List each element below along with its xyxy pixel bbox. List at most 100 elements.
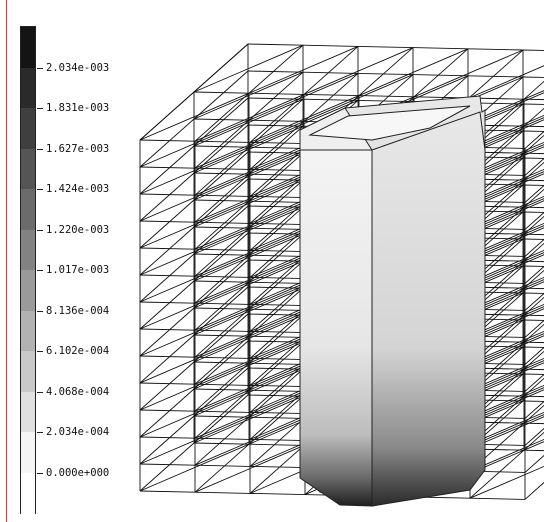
frame-brace [193,71,304,120]
frame-beam [194,146,250,196]
frame-beam [139,388,195,438]
frame-beam [139,193,196,196]
legend-swatch [21,148,35,190]
legend-tick [37,270,43,271]
frame-beam [522,157,544,159]
frame-brace [469,222,544,256]
frame-beam [523,377,544,397]
frame-brace [139,416,250,465]
frame-beam [193,205,249,255]
frame-brace [193,98,304,147]
frame-brace [139,389,250,438]
frame-beam [303,93,360,97]
legend-label: 1.220e-003 [46,223,110,236]
frame-brace [303,74,414,122]
frame-beam [524,373,544,392]
frame-brace [523,441,544,451]
frame-beam [249,445,305,494]
frame-beam [139,145,195,195]
frame-beam [523,323,544,343]
legend-swatch [21,351,35,392]
core-left-face [299,149,373,507]
frame-beam [139,220,196,223]
frame-beam [524,481,544,500]
frame-beam [524,400,544,419]
frame-beam [522,346,544,348]
frame-beam [248,362,305,365]
frame-beam [248,125,304,175]
frame-beam [523,422,544,425]
frame-beam [523,296,544,316]
frame-beam [193,199,250,202]
frame-beam [139,274,196,277]
frame-beam [247,97,304,100]
frame-brace [468,335,544,369]
frame-brace [193,233,304,282]
frame-beam [523,350,544,370]
frame-beam [193,334,250,337]
frame-brace [248,45,359,94]
frame-beam [194,254,250,304]
frame-brace [139,335,250,384]
frame-beam [522,238,544,240]
frame-brace [303,47,414,95]
frame-brace [194,309,305,358]
frame-beam [248,260,304,310]
frame-brace [194,417,305,466]
core-top-opening [308,105,471,141]
frame-beam [523,98,544,101]
frame-beam [139,355,196,358]
frame-beam [248,44,304,94]
frame-beam [523,134,544,154]
frame-beam [247,367,304,370]
color-legend-bar [20,26,36,514]
frame-beam [194,308,250,358]
frame-beam [522,184,544,186]
frame-beam [522,373,544,375]
frame-beam [247,286,304,289]
frame-beam [358,47,414,96]
legend-label: 1.627e-003 [46,142,110,155]
frame-beam [193,124,249,174]
frame-brace [139,308,250,357]
frame-beam [523,368,544,371]
frame-brace [248,72,359,121]
frame-beam [467,48,524,51]
frame-beam [248,92,305,95]
legend-swatch [21,432,35,473]
frame-brace [248,99,359,148]
frame-brace [413,49,524,98]
frame-brace [523,90,544,100]
frame-brace [468,254,544,288]
frame-beam [139,253,195,303]
frame-brace [194,201,305,250]
frame-beam [523,215,544,235]
frame-beam [248,200,305,203]
frame-beam [523,404,544,424]
frame-brace [194,444,305,493]
frame-beam [357,99,414,103]
frame-beam [303,46,359,95]
frame-beam [247,340,304,343]
frame-brace [194,390,305,439]
frame-brace [468,281,544,315]
frame-brace [469,411,544,445]
frame-beam [139,334,195,384]
frame-beam [193,232,249,282]
frame-brace [523,252,544,262]
frame-beam [522,400,544,402]
frame-beam [523,179,544,182]
frame-beam [523,152,544,155]
frame-beam [194,389,250,439]
frame-beam [248,281,305,284]
frame-brace [139,119,250,168]
frame-beam [193,286,249,336]
frame-beam [523,233,544,236]
frame-beam [524,238,544,257]
frame-beam [522,292,544,294]
frame-beam [247,43,304,46]
frame-beam [248,395,304,445]
frame-beam [194,119,250,169]
frame-beam [248,254,305,257]
frame-beam [247,394,304,397]
